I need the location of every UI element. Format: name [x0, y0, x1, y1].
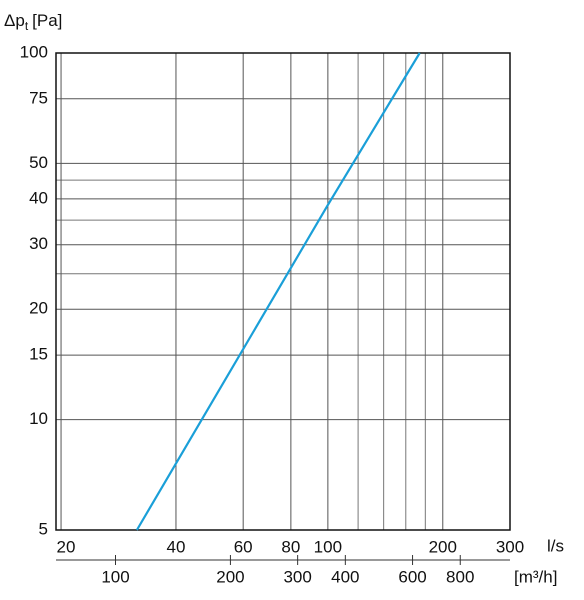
- x2-tick-label: 400: [331, 567, 359, 586]
- y-axis-label: Δpt [Pa]: [4, 11, 62, 33]
- y-tick-label: 100: [20, 42, 48, 61]
- y-tick-label: 15: [29, 345, 48, 364]
- y-tick-label: 40: [29, 188, 48, 207]
- x2-tick-label: 600: [398, 567, 426, 586]
- x2-tick-label: 800: [446, 567, 474, 586]
- x-tick-label: 60: [234, 537, 253, 556]
- x-axis-label: l/s: [547, 536, 564, 555]
- x2-tick-label: 300: [283, 567, 311, 586]
- y-tick-label: 5: [39, 519, 48, 538]
- x2-tick-label: 100: [101, 567, 129, 586]
- x-tick-label: 200: [429, 537, 457, 556]
- data-line: [135, 52, 421, 531]
- x-tick-label: 100: [314, 537, 342, 556]
- y-tick-label: 30: [29, 234, 48, 253]
- x-tick-label: 80: [281, 537, 300, 556]
- y-tick-label: 50: [29, 153, 48, 172]
- x2-tick-label: 200: [216, 567, 244, 586]
- y-tick-label: 10: [29, 409, 48, 428]
- x-tick-label: 300: [496, 537, 524, 556]
- y-tick-label: 75: [29, 88, 48, 107]
- x-tick-label: 20: [57, 537, 76, 556]
- x-tick-label: 40: [167, 537, 186, 556]
- plot-frame: [55, 52, 511, 531]
- x2-axis-label: [m³/h]: [514, 567, 557, 586]
- y-tick-label: 20: [29, 299, 48, 318]
